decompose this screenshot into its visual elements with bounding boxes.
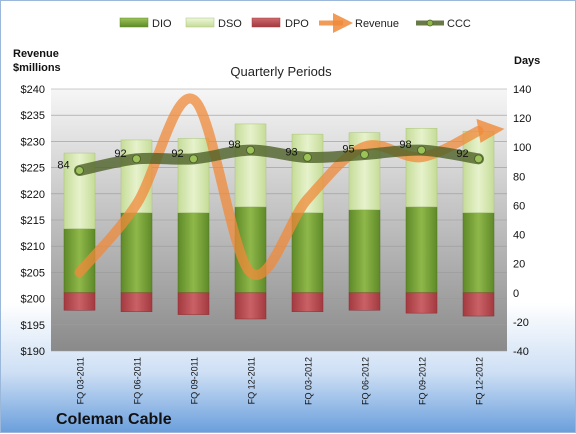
- legend-swatch-dso: [185, 17, 215, 28]
- x-tick-label: FQ 06-2012: [361, 357, 371, 405]
- x-tick-label: FQ 09-2011: [190, 357, 200, 404]
- x-tick-label: FQ 09-2012: [418, 357, 428, 405]
- bar-dpo: [120, 292, 153, 312]
- right-tick-label: 100: [513, 142, 531, 154]
- legend-swatch-ccc-marker: [426, 19, 434, 27]
- x-tick-label: FQ 03-2011: [76, 357, 86, 404]
- left-tick-label: $190: [21, 346, 45, 358]
- left-tick-label: $220: [21, 189, 45, 201]
- bar-dio: [462, 212, 495, 294]
- right-tick-label: -40: [513, 346, 529, 358]
- left-tick-label: $195: [21, 320, 45, 332]
- right-axis-ticks: -40 -20 0 20 40 60 80 100 120 140: [513, 84, 531, 358]
- right-tick-label: 60: [513, 200, 525, 212]
- right-tick-label: 20: [513, 259, 525, 271]
- legend-swatch-dio: [119, 17, 149, 28]
- ccc-point: [189, 154, 198, 164]
- bar-dso: [234, 123, 267, 208]
- left-axis-label-line1: Revenue: [13, 48, 59, 60]
- bar-dpo: [348, 292, 381, 311]
- ccc-data-label: 98: [399, 139, 411, 151]
- bar-dpo: [63, 292, 96, 311]
- ccc-data-label: 84: [57, 160, 69, 172]
- right-axis-label: Days: [514, 55, 540, 67]
- legend-label-revenue: Revenue: [355, 18, 399, 30]
- ccc-data-label: 98: [228, 139, 240, 151]
- ccc-point: [474, 154, 483, 164]
- left-tick-label: $240: [21, 84, 45, 96]
- x-axis-ticks: FQ 03-2011 FQ 06-2011 FQ 09-2011 FQ 12-2011…: [76, 357, 485, 405]
- bar-dpo: [177, 292, 210, 315]
- ccc-point: [246, 145, 255, 155]
- company-name: Coleman Cable: [56, 411, 172, 428]
- ccc-data-label: 93: [285, 146, 297, 158]
- legend-swatch-dpo: [251, 17, 281, 28]
- legend-label-dpo: DPO: [285, 18, 309, 30]
- ccc-line: 84 92 92 98 93 95 98 92: [57, 139, 484, 177]
- bar-dpo: [462, 292, 495, 317]
- ccc-point: [132, 154, 141, 164]
- bar-dpo: [234, 292, 267, 320]
- ccc-data-label: 92: [456, 148, 468, 160]
- right-tick-label: 140: [513, 84, 531, 96]
- left-tick-label: $200: [21, 294, 45, 306]
- left-tick-label: $205: [21, 267, 45, 279]
- bar-dso: [177, 138, 210, 213]
- bar-dio: [177, 212, 210, 294]
- left-tick-label: $210: [21, 241, 45, 253]
- legend-label-dso: DSO: [218, 18, 242, 30]
- ccc-point: [75, 166, 84, 176]
- left-tick-label: $215: [21, 215, 45, 227]
- x-tick-label: FQ 12-2011: [247, 357, 257, 404]
- left-tick-label: $230: [21, 136, 45, 148]
- x-tick-label: FQ 12-2012: [475, 357, 485, 405]
- bar-dpo: [405, 292, 438, 314]
- x-tick-label: FQ 06-2011: [133, 357, 143, 404]
- ccc-point: [303, 152, 312, 162]
- ccc-data-label: 92: [171, 148, 183, 160]
- chart-title: Quarterly Periods: [230, 64, 332, 79]
- legend: DIO DSO DPO Revenue CCC: [119, 13, 471, 33]
- left-tick-label: $225: [21, 163, 45, 175]
- left-axis-label-line2: $millions: [13, 62, 61, 74]
- bar-dio: [291, 212, 324, 294]
- bar-dio: [405, 206, 438, 294]
- left-tick-label: $235: [21, 110, 45, 122]
- bar-dso: [462, 130, 495, 213]
- bar-dso: [405, 128, 438, 208]
- bar-dpo: [291, 292, 324, 312]
- right-tick-label: -20: [513, 317, 529, 329]
- legend-label-ccc: CCC: [447, 18, 471, 30]
- ccc-series-line: [74, 144, 484, 177]
- legend-label-dio: DIO: [152, 18, 172, 30]
- right-tick-label: 0: [513, 288, 519, 300]
- bar-dio: [348, 209, 381, 294]
- right-tick-label: 40: [513, 230, 525, 242]
- revenue-arrowhead: [476, 118, 505, 143]
- x-tick-label: FQ 03-2012: [304, 357, 314, 405]
- ccc-point: [417, 145, 426, 155]
- ccc-data-label: 92: [114, 148, 126, 160]
- left-axis-ticks: $190 $195 $200 $205 $210 $215 $220 $225 $230 $235…: [21, 84, 45, 358]
- ccc-point: [360, 150, 369, 159]
- right-tick-label: 80: [513, 171, 525, 183]
- ccc-data-label: 95: [342, 144, 354, 156]
- bars: [63, 123, 495, 320]
- right-tick-label: 120: [513, 113, 531, 125]
